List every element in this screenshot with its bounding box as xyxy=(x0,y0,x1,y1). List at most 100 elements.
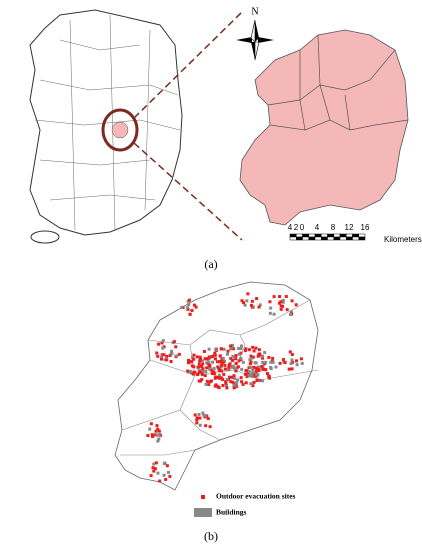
building xyxy=(290,358,294,362)
scale-bar: 4 2 0 4 8 12 16 xyxy=(288,223,370,241)
site xyxy=(208,380,212,384)
site xyxy=(160,341,164,345)
site xyxy=(255,378,259,382)
scale-segment xyxy=(321,233,328,238)
building xyxy=(271,360,275,364)
site xyxy=(247,348,251,352)
site xyxy=(257,368,261,372)
site xyxy=(151,466,155,470)
building xyxy=(256,365,260,369)
building xyxy=(281,300,285,304)
site xyxy=(231,358,235,362)
site xyxy=(198,357,202,361)
site xyxy=(291,360,295,364)
site xyxy=(290,367,294,371)
site xyxy=(154,429,158,433)
scale-unit: Kilometers xyxy=(384,235,422,244)
building xyxy=(212,367,216,371)
site xyxy=(221,361,225,365)
site xyxy=(249,354,253,358)
scale-segment xyxy=(327,233,334,238)
site xyxy=(283,361,287,365)
site xyxy=(211,354,215,358)
site xyxy=(200,378,204,382)
building xyxy=(156,439,160,443)
site xyxy=(257,352,261,356)
scale-label: 2 xyxy=(294,223,299,232)
site xyxy=(203,374,207,378)
site xyxy=(256,354,260,358)
building xyxy=(211,360,215,364)
site xyxy=(222,372,226,376)
building xyxy=(300,361,304,365)
building xyxy=(200,359,204,363)
site xyxy=(188,312,192,316)
site xyxy=(247,366,251,370)
building xyxy=(251,375,255,379)
site xyxy=(243,372,247,376)
site xyxy=(150,433,154,437)
site xyxy=(278,361,282,365)
site xyxy=(192,357,196,361)
site xyxy=(197,365,201,369)
building xyxy=(247,370,251,374)
building xyxy=(251,305,255,309)
building xyxy=(186,306,190,310)
site xyxy=(152,469,156,473)
building xyxy=(247,374,251,378)
locator-circle xyxy=(101,108,139,152)
building xyxy=(223,359,227,363)
site xyxy=(223,367,227,371)
scale-segment xyxy=(358,233,366,238)
building xyxy=(234,383,238,387)
building xyxy=(221,356,225,360)
site xyxy=(201,366,205,370)
scale-segment xyxy=(352,236,359,241)
site xyxy=(202,349,206,353)
site xyxy=(261,367,265,371)
site xyxy=(243,349,247,353)
building xyxy=(237,347,241,351)
site xyxy=(271,356,275,360)
korea-districts xyxy=(34,14,181,231)
scale-segment xyxy=(339,233,347,238)
site xyxy=(268,300,272,304)
building xyxy=(253,361,257,365)
site xyxy=(251,345,255,349)
site xyxy=(252,380,256,384)
building xyxy=(189,370,193,374)
site xyxy=(168,474,172,478)
site xyxy=(153,467,157,471)
site xyxy=(200,372,204,376)
site xyxy=(250,299,254,303)
scale-segment xyxy=(339,236,347,241)
study-area-highlight xyxy=(111,121,129,139)
site xyxy=(281,358,285,362)
site xyxy=(174,345,178,349)
site xyxy=(154,433,158,437)
site xyxy=(244,369,248,373)
site xyxy=(157,429,161,433)
scale-segment xyxy=(302,236,309,241)
site xyxy=(155,424,159,428)
building xyxy=(229,347,233,351)
site xyxy=(158,479,162,483)
site xyxy=(221,377,225,381)
scale-segment xyxy=(289,233,297,238)
building xyxy=(269,360,273,364)
site xyxy=(252,349,256,353)
site xyxy=(191,372,195,376)
site xyxy=(284,294,288,298)
site xyxy=(187,358,191,362)
site xyxy=(255,369,259,373)
site xyxy=(157,342,161,346)
site xyxy=(177,352,181,356)
building xyxy=(161,346,165,350)
site xyxy=(155,351,159,355)
building xyxy=(263,351,267,355)
building xyxy=(155,433,159,437)
building xyxy=(269,367,273,371)
building xyxy=(203,414,207,418)
site xyxy=(265,372,269,376)
building xyxy=(258,303,262,307)
